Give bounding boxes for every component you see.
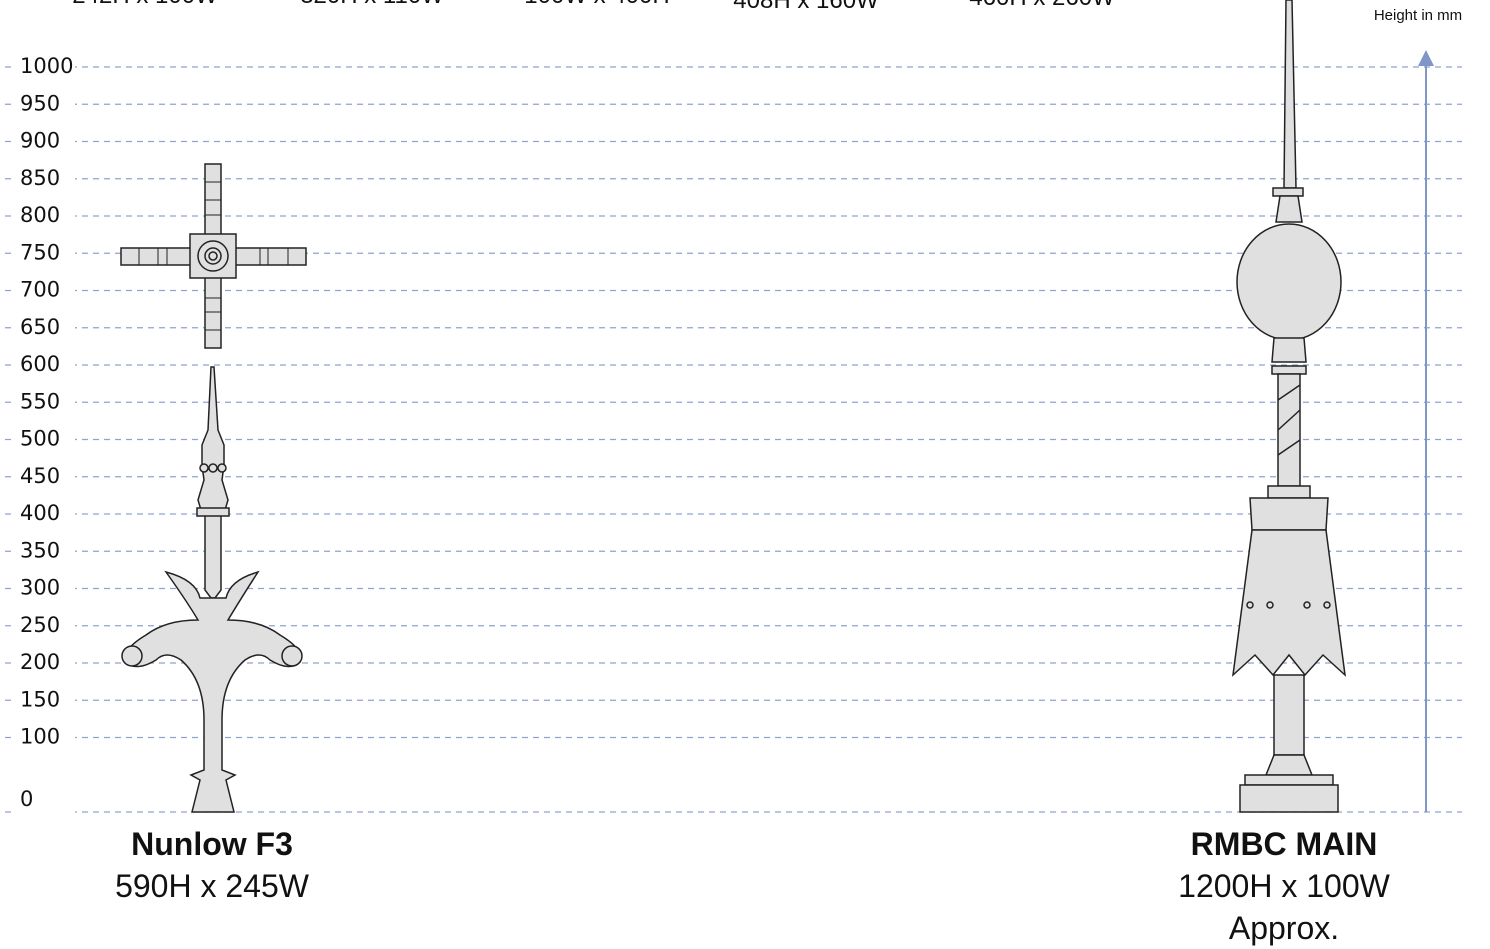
tick-label: 650 [20,315,60,339]
product-note: Approx. [1229,910,1339,946]
product-name: RMBC MAIN [1191,826,1378,862]
tick-label: 950 [20,91,60,115]
tick-label: 250 [20,613,60,637]
tick-label: 850 [20,166,60,190]
tick-label-bg [15,55,75,79]
tick-label: 400 [20,501,60,525]
tick-label: 700 [20,278,60,302]
product-name: Nunlow F3 [131,826,293,862]
top-label: 460H x 260W [969,0,1115,11]
scale-label: Height in mm [1374,7,1462,24]
product-labels: Nunlow F3 590H x 245W RMBC MAIN 1200H x … [115,826,1391,946]
tick-label-bg [15,502,75,526]
tick-label-bg [15,651,75,675]
tick-label: 550 [20,389,60,413]
tick-label: 300 [20,576,60,600]
tick-label-bg [15,92,75,117]
nunlow-cross [120,163,307,349]
tick-label: 450 [20,464,60,488]
tick-label: 1000 [20,54,73,78]
product-size: 590H x 245W [115,868,310,904]
nunlow-finial [121,366,303,813]
tick-label: 500 [20,427,60,451]
tick-label: 150 [20,687,60,711]
tick-label-bg [15,613,75,638]
tick-label-bg [15,353,75,377]
top-label: 242H x 100W [72,0,218,9]
tick-label: 600 [20,352,60,376]
tick-label: 750 [20,240,60,264]
tick-label: 0 [20,787,33,811]
product-size: 1200H x 100W [1178,868,1390,904]
tick-label-bg [15,315,75,340]
tick-label-bg [15,166,75,191]
tick-label-bg [15,800,75,824]
tick-label: 200 [20,650,60,674]
tick-label-bg [15,725,75,750]
tick-label: 900 [20,129,60,153]
tick-label-bg [15,464,75,489]
tick-label-bg [15,576,75,601]
tick-label-bg [15,204,75,228]
top-label: 100W x 400H [524,0,669,9]
scale: 0 100 150 200 250 300 350 400 450 500 550 600 650 700… [5,54,1462,824]
tick-label-bg [15,688,75,713]
top-label: 320H x 110W [300,0,444,9]
top-label: 408H x 160W [733,0,879,14]
tick-label-bg [15,427,75,452]
tick-label-bg [15,539,75,564]
arrow-head [1418,50,1434,66]
tick-label: 100 [20,725,60,749]
tick-label-bg [15,278,75,303]
top-labels: 242H x 100W 320H x 110W 100W x 400H 408H… [72,0,1115,14]
tick-label-bg [15,241,75,266]
tick-label-bg [15,390,75,415]
tick-label: 800 [20,203,60,227]
tick-label-bg [15,129,75,154]
rmbc-finial [1231,0,1347,813]
tick-label: 350 [20,538,60,562]
